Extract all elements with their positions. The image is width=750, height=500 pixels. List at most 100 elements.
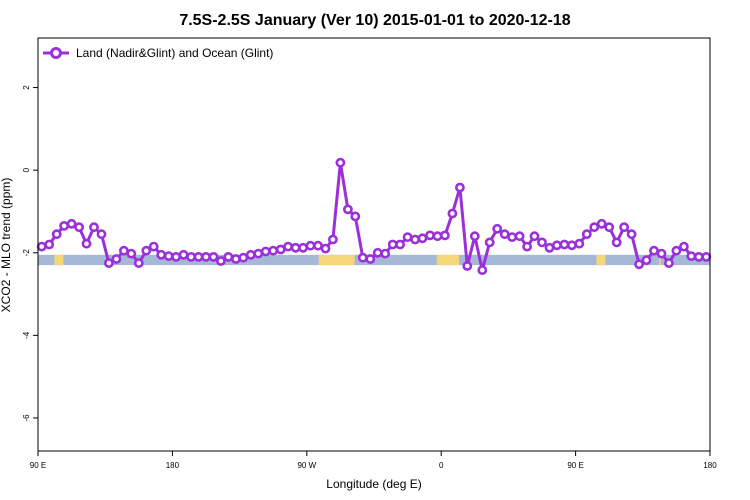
data-point <box>81 238 92 249</box>
y-tick-label: -6 <box>22 414 31 422</box>
data-point <box>238 252 249 263</box>
x-tick-label: 180 <box>703 461 717 470</box>
data-point <box>141 245 152 256</box>
plot-frame <box>37 37 711 452</box>
data-point <box>305 240 316 251</box>
data-point <box>260 246 271 257</box>
data-point <box>469 231 480 242</box>
data-point <box>552 240 562 251</box>
x-axis-label: Longitude (deg E) <box>326 477 421 491</box>
data-point <box>178 249 189 260</box>
land-band-segment <box>318 254 355 266</box>
data-point <box>417 233 428 244</box>
data-point <box>425 230 435 241</box>
land-band-segment <box>54 254 64 266</box>
x-tick-label: 90 W <box>297 461 316 470</box>
data-point <box>111 254 122 264</box>
data-point <box>208 251 219 262</box>
data-point <box>290 242 301 253</box>
land-band-segment <box>659 254 661 266</box>
legend-entry-label: Land (Nadir&Glint) and Ocean (Glint) <box>76 46 273 60</box>
data-point <box>604 222 615 233</box>
data-point <box>335 157 346 168</box>
data-point <box>432 231 443 242</box>
data-point <box>59 220 69 231</box>
data-point <box>215 256 226 266</box>
data-point <box>342 204 353 215</box>
data-point <box>74 222 84 233</box>
chart-title: 7.5S-2.5S January (Ver 10) 2015-01-01 to… <box>179 12 570 29</box>
data-point <box>693 251 704 262</box>
data-point <box>567 240 577 251</box>
data-point <box>372 247 383 258</box>
legend: Land (Nadir&Glint) and Ocean (Glint) <box>43 46 273 60</box>
data-point <box>380 248 391 259</box>
data-point <box>537 237 547 248</box>
data-point <box>559 239 570 250</box>
x-axis: 90 E 180 90 W 0 90 E 180 <box>30 451 717 470</box>
data-point <box>484 237 495 248</box>
data-point <box>634 259 644 270</box>
data-point <box>679 241 689 252</box>
data-point <box>126 248 137 259</box>
data-point <box>365 254 376 264</box>
data-point <box>193 251 204 262</box>
data-point <box>410 234 420 245</box>
data-point <box>626 229 637 240</box>
legend-marker <box>50 47 62 59</box>
data-point <box>671 245 682 256</box>
data-point <box>649 245 659 256</box>
data-point <box>327 234 338 245</box>
y-axis-label: XCO2 - MLO trend (ppm) <box>0 178 13 313</box>
data-point <box>664 258 674 268</box>
data-point <box>230 254 241 264</box>
data-point <box>477 265 488 275</box>
data-point <box>611 237 622 248</box>
data-point <box>589 222 600 233</box>
data-point <box>313 240 323 251</box>
y-tick-label: 2 <box>22 85 31 90</box>
data-point <box>104 258 114 268</box>
data-point <box>514 231 525 242</box>
data-point <box>171 251 181 262</box>
data-point <box>133 258 144 268</box>
data-point <box>402 232 413 242</box>
data-point <box>596 218 607 229</box>
y-tick-label: 0 <box>22 167 31 172</box>
data-point <box>619 222 629 233</box>
data-point <box>439 230 450 241</box>
data-point <box>66 218 77 229</box>
data-point <box>701 251 712 262</box>
x-tick-label: 90 E <box>567 461 583 470</box>
data-point <box>36 241 47 252</box>
x-tick-label: 180 <box>166 461 180 470</box>
data-point <box>395 239 405 250</box>
data-point <box>163 251 174 261</box>
x-tick-label: 0 <box>439 461 444 470</box>
data-point <box>492 223 503 234</box>
data-point <box>223 251 234 262</box>
data-point <box>522 241 532 252</box>
data-point <box>357 252 368 263</box>
data-point <box>462 261 473 271</box>
y-axis: 2 0 -2 -4 -6 <box>22 85 38 422</box>
data-point <box>656 248 667 259</box>
data-point <box>507 232 517 242</box>
land-band-segment <box>436 254 460 266</box>
data-point <box>641 255 652 266</box>
data-point <box>320 243 331 254</box>
data-point <box>51 229 62 240</box>
y-tick-label: -4 <box>22 331 31 339</box>
data-point <box>447 208 458 219</box>
data-point <box>96 229 107 240</box>
data-point <box>89 222 99 233</box>
data-point <box>686 251 697 261</box>
data-point <box>201 251 211 262</box>
data-point <box>350 211 361 222</box>
data-point <box>156 249 167 260</box>
data-point <box>44 239 55 250</box>
data-point <box>245 249 256 260</box>
data-point <box>283 241 293 252</box>
x-tick-label: 90 E <box>30 461 46 470</box>
